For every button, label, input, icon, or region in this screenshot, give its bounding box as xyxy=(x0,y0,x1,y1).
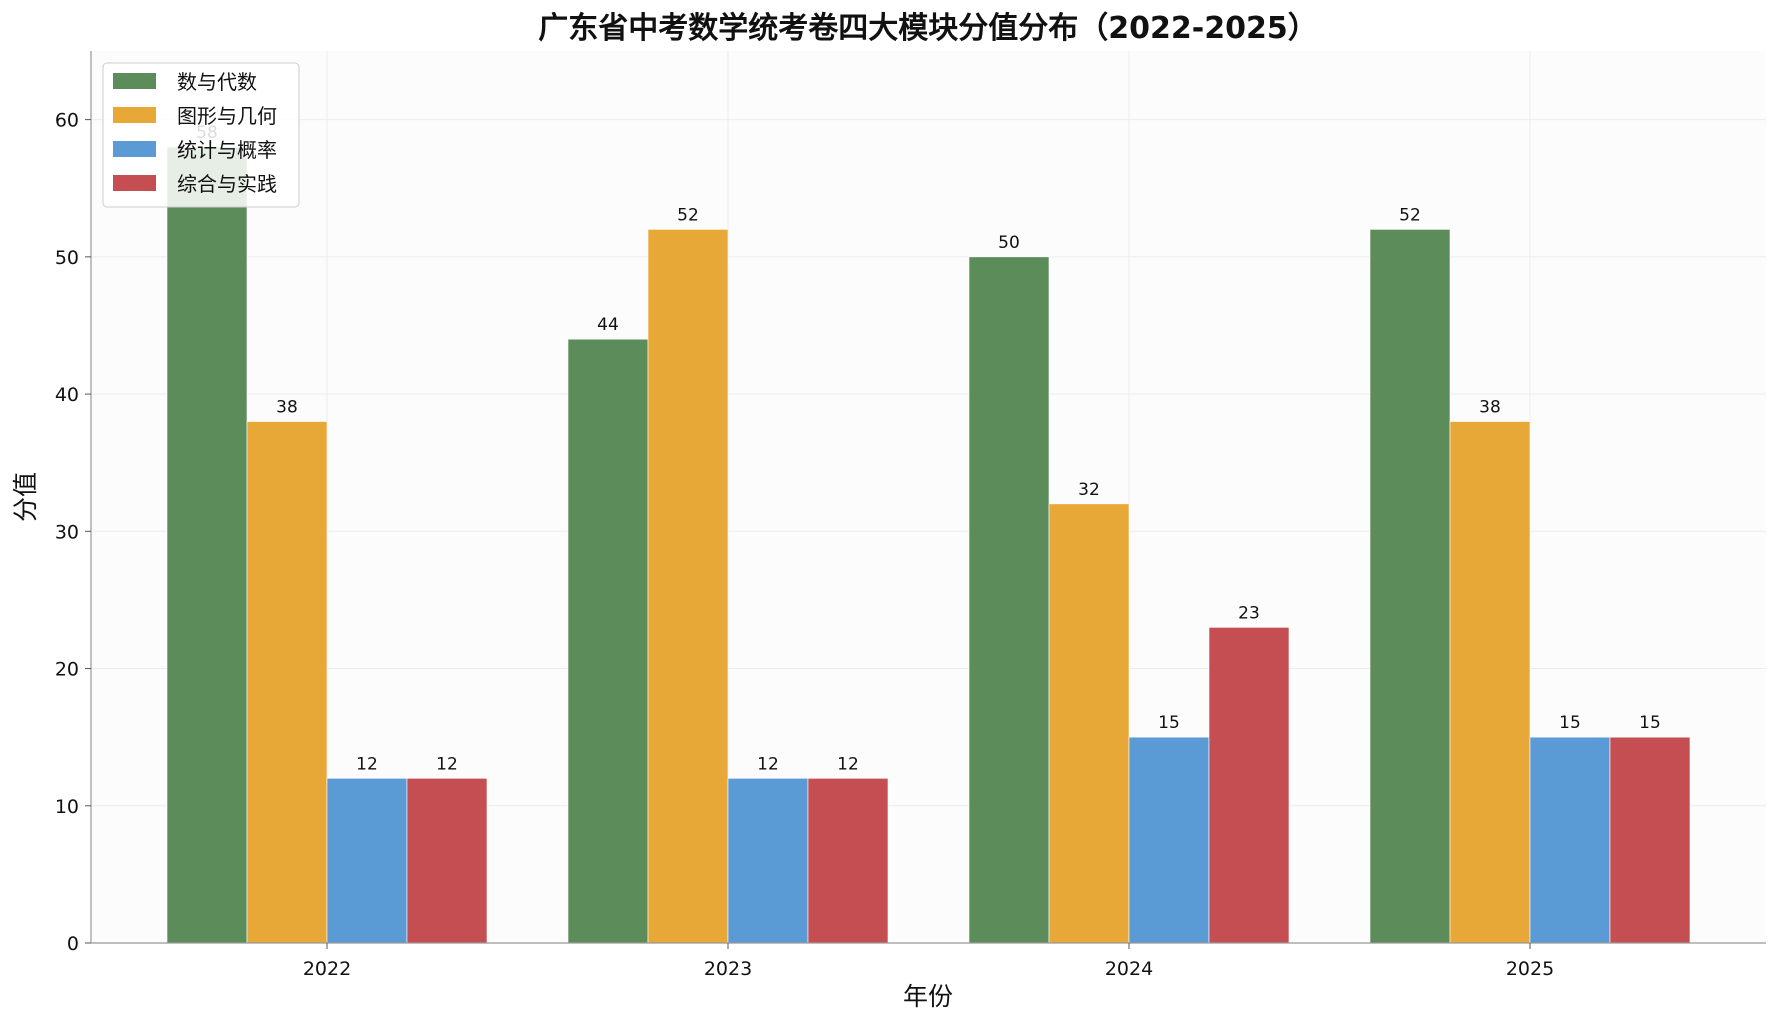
bar-value-label: 50 xyxy=(998,233,1020,253)
y-tick-label: 20 xyxy=(55,659,79,681)
y-tick-label: 40 xyxy=(55,384,79,406)
bar xyxy=(1369,229,1451,944)
bar-value-label: 52 xyxy=(677,205,699,225)
x-tick-label: 2024 xyxy=(1105,958,1153,980)
bar-value-label: 23 xyxy=(1238,603,1260,623)
bar xyxy=(1529,736,1611,944)
bar-value-label: 15 xyxy=(1559,713,1581,733)
legend-label: 综合与实践 xyxy=(177,172,277,196)
bar xyxy=(326,778,408,944)
legend-swatch xyxy=(113,141,156,157)
bar-value-label: 12 xyxy=(356,754,378,774)
tick-labels: 0 10 20 30 40 50 60 2022 2023 2024 2025 xyxy=(55,110,1554,980)
x-tick-label: 2025 xyxy=(1506,958,1554,980)
bar-value-label: 32 xyxy=(1078,480,1100,500)
legend-swatch xyxy=(113,107,156,123)
bar-value-label: 38 xyxy=(1479,398,1501,418)
bar xyxy=(727,778,809,944)
chart-title: 广东省中考数学统考卷四大模块分值分布（2022-2025） xyxy=(538,11,1317,46)
legend-box xyxy=(102,62,300,208)
y-tick-label: 0 xyxy=(67,933,79,955)
y-tick-label: 30 xyxy=(55,521,79,543)
bar xyxy=(1048,503,1130,944)
x-axis-title: 年份 xyxy=(903,982,953,1011)
bar xyxy=(1208,627,1290,944)
legend-label: 图形与几何 xyxy=(177,104,277,128)
bar xyxy=(968,256,1050,944)
y-axis-title: 分值 xyxy=(11,472,40,522)
y-tick-label: 50 xyxy=(55,247,79,269)
bar-value-label: 12 xyxy=(757,754,779,774)
x-tick-label: 2023 xyxy=(704,958,752,980)
bar xyxy=(647,229,729,944)
legend-swatch xyxy=(113,73,156,89)
bar-value-label: 38 xyxy=(276,398,298,418)
legend-swatch xyxy=(113,175,156,191)
y-tick-label: 60 xyxy=(55,110,79,132)
bar xyxy=(406,778,488,944)
bar-value-label: 44 xyxy=(597,315,619,335)
bar-value-label: 15 xyxy=(1158,713,1180,733)
bar xyxy=(807,778,889,944)
x-tick-label: 2022 xyxy=(303,958,351,980)
bar xyxy=(246,421,328,944)
bar-value-label: 12 xyxy=(436,754,458,774)
bar xyxy=(1449,421,1531,944)
legend-label: 统计与概率 xyxy=(177,138,277,162)
axes xyxy=(90,51,1766,944)
y-tick-label: 10 xyxy=(55,796,79,818)
bar xyxy=(166,146,248,944)
legend-label: 数与代数 xyxy=(177,70,257,94)
bar xyxy=(567,338,649,944)
bar-value-label: 52 xyxy=(1399,205,1421,225)
bars xyxy=(166,146,1691,944)
bar xyxy=(1609,736,1691,944)
bar xyxy=(1128,736,1210,944)
bar-value-label: 15 xyxy=(1639,713,1661,733)
bar-value-label: 12 xyxy=(837,754,859,774)
